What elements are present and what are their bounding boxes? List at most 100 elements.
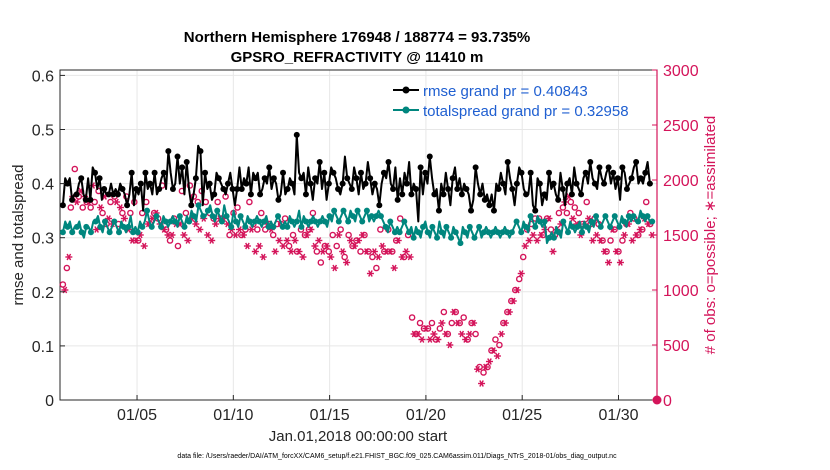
totalspread-point <box>373 213 380 220</box>
rmse-point <box>449 175 456 182</box>
assimilated-obs-stroke <box>181 231 187 239</box>
rmse-point <box>220 186 227 193</box>
rmse-point <box>440 191 447 198</box>
assimilated-obs-stroke <box>455 319 461 327</box>
assimilated-obs-stroke <box>252 248 258 255</box>
totalspread-point <box>424 229 431 236</box>
possible-obs-marker <box>234 204 241 211</box>
assimilated-obs-marker <box>489 347 497 354</box>
possible-obs-marker <box>289 231 297 239</box>
possible-obs-marker <box>619 237 626 244</box>
rmse-point <box>582 169 589 176</box>
totalspread-point <box>237 213 244 220</box>
totalspread-point <box>555 229 562 236</box>
rmse-point <box>114 191 121 198</box>
assimilated-obs-stroke <box>550 248 556 255</box>
rmse-point <box>619 164 626 171</box>
assimilated-obs-stroke <box>522 242 528 250</box>
assimilated-obs-stroke <box>292 237 298 244</box>
rmse-point <box>234 186 241 193</box>
assimilated-obs-stroke <box>570 215 576 222</box>
rmse-point <box>215 175 222 182</box>
possible-obs-marker <box>317 259 325 266</box>
assimilated-obs-stroke <box>451 308 457 316</box>
data-file-footnote: data file: /Users/raeder/DAI/ATM_forcXX/… <box>177 453 617 460</box>
x-tick-label: 01/25 <box>502 407 542 424</box>
possible-obs-marker <box>79 204 87 211</box>
totalspread-point <box>279 223 286 230</box>
totalspread-point <box>242 223 249 230</box>
rmse-point <box>445 186 452 193</box>
rmse-point <box>500 180 507 187</box>
possible-obs-marker <box>246 198 253 206</box>
assimilated-obs-marker <box>208 237 216 244</box>
rmse-point <box>197 148 204 155</box>
assimilated-obs-stroke <box>530 231 536 239</box>
rmse-point <box>568 191 575 198</box>
rmse-point <box>426 153 433 160</box>
assimilated-obs-marker <box>493 352 501 360</box>
rmse-point <box>289 180 296 187</box>
possible-obs-marker <box>436 325 444 332</box>
assimilated-obs-stroke <box>256 242 262 250</box>
assimilated-obs-stroke <box>475 365 480 373</box>
rmse-point <box>628 175 635 182</box>
assimilated-obs-stroke <box>602 248 607 255</box>
totalspread-point <box>331 207 338 214</box>
rmse-point <box>642 169 649 176</box>
right-axis-zero-marker <box>652 395 662 405</box>
series-lines <box>59 131 656 247</box>
assimilated-obs-marker <box>545 215 553 222</box>
assimilated-obs-marker <box>521 242 529 250</box>
assimilated-obs-stroke <box>459 330 465 338</box>
rmse-point <box>257 191 264 198</box>
totalspread-point <box>270 223 277 230</box>
rmse-point <box>422 169 429 176</box>
assimilated-obs-stroke <box>447 341 453 349</box>
totalspread-point <box>87 229 94 236</box>
totalspread-point <box>485 229 492 236</box>
totalspread-point <box>228 223 235 230</box>
rmse-point <box>179 164 186 171</box>
rmse-point <box>394 196 401 203</box>
totalspread-point <box>312 218 319 225</box>
assimilated-obs-marker <box>355 237 363 244</box>
possible-obs-marker <box>571 204 579 211</box>
possible-obs-marker <box>59 281 67 288</box>
totalspread-point <box>92 218 99 225</box>
assimilated-obs-marker <box>593 231 601 239</box>
totalspread-point <box>621 218 628 225</box>
rmse-point <box>472 164 479 171</box>
possible-obs-marker <box>583 198 591 206</box>
totalspread-point <box>101 218 108 225</box>
rmse-point <box>591 180 598 187</box>
assimilated-obs-marker <box>327 253 335 261</box>
totalspread-point <box>532 223 539 230</box>
possible-obs-marker <box>214 198 221 206</box>
rmse-point <box>339 180 346 187</box>
totalspread-point <box>204 207 211 214</box>
assimilated-obs-stroke <box>304 231 310 239</box>
assimilated-obs-stroke <box>213 220 219 228</box>
totalspread-point <box>471 234 478 241</box>
assimilated-obs-marker <box>529 231 537 239</box>
rmse-point <box>238 186 245 193</box>
assimilated-obs-stroke <box>177 220 183 228</box>
rmse-point <box>481 196 488 203</box>
assimilated-obs-marker <box>251 248 259 255</box>
rmse-point <box>73 191 80 198</box>
totalspread-point <box>289 218 296 225</box>
assimilated-obs-stroke <box>510 297 516 305</box>
assimilated-obs-marker <box>255 242 263 250</box>
assimilated-obs-stroke <box>471 319 476 327</box>
assimilated-obs-marker <box>628 237 636 244</box>
assimilated-obs-stroke <box>312 242 318 250</box>
assimilated-obs-marker <box>390 264 398 272</box>
assimilated-obs-marker <box>259 253 267 261</box>
totalspread-point <box>265 223 272 230</box>
rmse-point <box>504 158 511 165</box>
rmse-point <box>435 207 442 214</box>
assimilated-obs-marker <box>283 237 291 244</box>
assimilated-obs-stroke <box>499 330 504 338</box>
assimilated-obs-marker <box>232 231 240 239</box>
